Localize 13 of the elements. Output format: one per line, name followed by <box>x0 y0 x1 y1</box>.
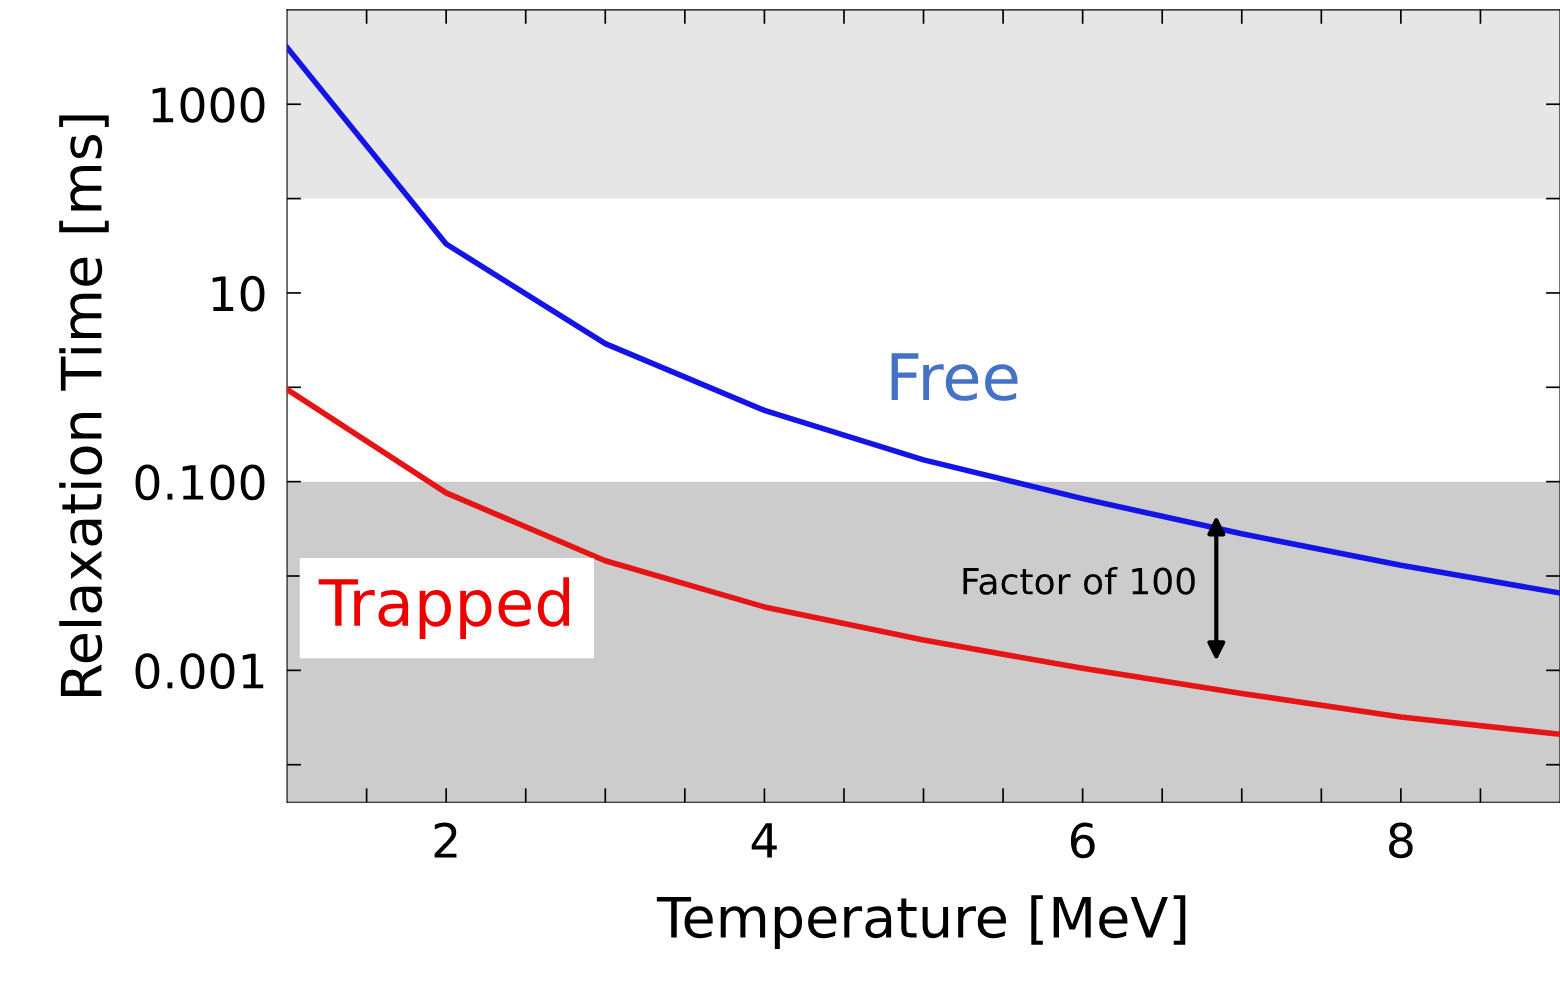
y-tick-label: 0.001 <box>135 653 264 689</box>
x-tick-label: 4 <box>751 823 777 858</box>
x-tick-label: 2 <box>434 822 457 858</box>
y-tick-label: 10 <box>212 275 265 312</box>
series-label: Free <box>891 353 1018 401</box>
x-tick-label: 6 <box>1070 822 1095 859</box>
x-tick-label: 8 <box>1389 822 1413 859</box>
annotation: Factor of 100 <box>963 566 1195 595</box>
y-axis-title: Relaxation Time [ms] <box>59 115 109 696</box>
x-axis-title: Temperature [MeV] <box>656 895 1186 949</box>
y-tick-label: 0.100 <box>135 464 265 501</box>
series-label: Trapped <box>318 577 570 640</box>
y-tick-label: 1000 <box>152 87 265 123</box>
